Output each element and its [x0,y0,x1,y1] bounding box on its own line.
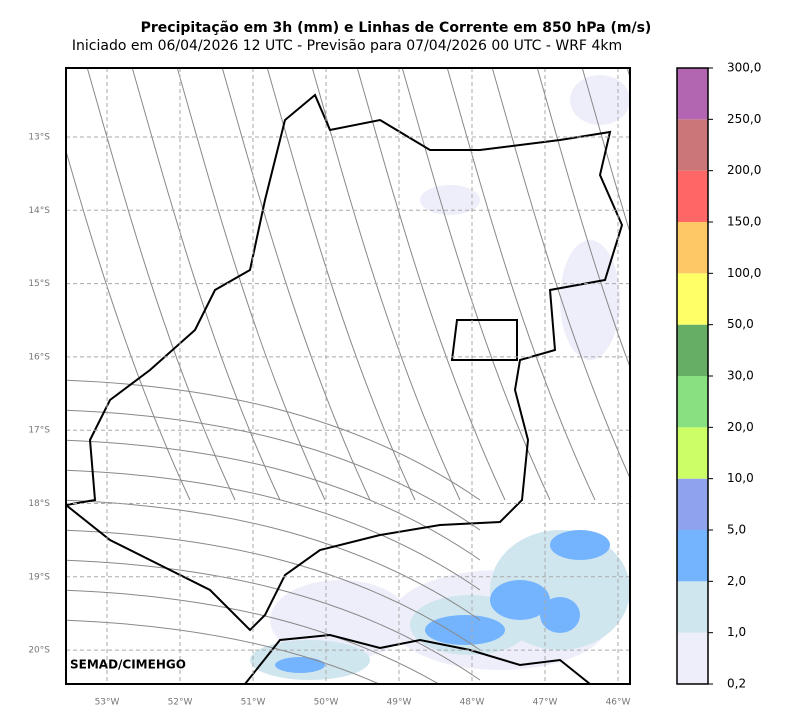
lon-label: 50°W [314,698,339,708]
lon-label: 46°W [606,698,631,708]
streamline [66,439,481,561]
streamline [66,589,440,684]
lat-label: 15°S [28,279,50,289]
map-area [66,68,630,684]
colorbar-label: 200,0 [727,163,761,177]
streamline [536,68,630,369]
lat-label: 13°S [28,133,50,143]
lat-label: 19°S [28,572,50,582]
streamline [311,68,461,501]
map-frame [65,67,631,685]
colorbar-segment [677,581,708,633]
streamline [66,149,191,501]
credit: SEMAD/CIMEHGO [70,658,186,672]
streamline [356,68,506,501]
colorbar-label: 150,0 [727,215,761,229]
streamline [86,68,236,501]
lat-label: 20°S [28,646,50,656]
streamline [66,529,481,651]
streamline [221,68,371,501]
lon-label: 52°W [168,698,193,708]
colorbar-segment [677,427,708,479]
streamline [401,68,551,501]
colorbar-label: 300,0 [727,61,761,75]
streamline [266,68,416,501]
subtitle: Iniciado em 06/04/2026 12 UTC - Previsão… [72,38,622,54]
streamline [131,68,281,501]
colorbar-label: 10,0 [727,471,754,485]
streamline [176,68,326,501]
lon-label: 53°W [95,698,120,708]
lon-label: 49°W [387,698,412,708]
colorbar-segment [677,324,708,376]
streamline [491,68,630,480]
lat-label: 14°S [28,206,50,216]
lat-label: 16°S [28,352,50,362]
colorbar-label: 0,2 [727,677,746,691]
colorbar-segment [677,170,708,222]
colorbar-label: 30,0 [727,369,754,383]
lon-label: 47°W [533,698,558,708]
title: Precipitação em 3h (mm) e Linhas de Corr… [141,20,652,36]
boundaries [66,93,624,684]
streamline [66,409,481,531]
colorbar-segment [677,530,708,582]
precipitation [250,75,630,680]
streamline [581,68,630,235]
streamline [446,68,596,501]
colorbar-segment [677,68,708,120]
colorbar-segment [677,632,708,684]
colorbar-segment [677,222,708,274]
lon-label: 48°W [460,698,485,708]
colorbar-segment [677,273,708,325]
colorbar-label: 250,0 [727,112,761,126]
colorbar-segment [677,376,708,428]
lat-label: 17°S [28,426,50,436]
streamlines [66,68,630,684]
colorbar-label: 2,0 [727,574,746,588]
streamline [66,469,481,591]
colorbar-segment [677,478,708,530]
colorbar-label: 50,0 [727,317,754,331]
streamline [66,559,481,681]
lon-label: 51°W [241,698,266,708]
colorbar-label: 20,0 [727,420,754,434]
colorbar: 0,2 1,0 2,0 5,0 10,0 20,0 30,0 50,0 100,0 150,0 20… [676,61,761,691]
colorbar-label: 100,0 [727,266,761,280]
streamline [66,379,481,501]
colorbar-label: 5,0 [727,523,746,537]
colorbar-label: 1,0 [727,625,746,639]
lat-label: 18°S [28,499,50,509]
colorbar-segment [677,119,708,171]
